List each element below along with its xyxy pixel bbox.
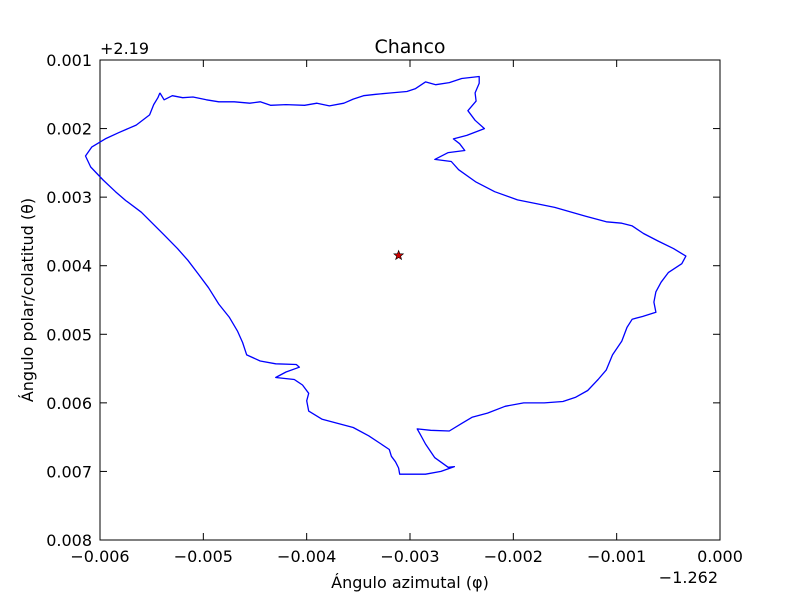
plot-frame [99,59,721,541]
y-tick-label: 0.002 [46,120,92,139]
centroid-star-marker [393,249,405,261]
x-tick-label: −0.003 [380,547,439,566]
x-axis-label: Ángulo azimutal (φ) [331,573,489,592]
x-tick-label: −0.005 [174,547,233,566]
y-tick-label: 0.003 [46,188,92,207]
x-offset-label: −1.262 [659,568,718,587]
x-tick-label: −0.004 [277,547,336,566]
y-axis-label: Ángulo polar/colatitud (θ) [18,198,37,402]
y-tick-label: 0.005 [46,325,92,344]
y-offset-label: +2.19 [100,39,149,58]
plot-series [84,75,687,475]
ticks: −0.006 −0.005 −0.004 −0.003 −0.002 −0.001 0.00… [46,51,743,566]
chart-title: Chanco [374,36,445,58]
x-tick-label: −0.002 [484,547,543,566]
y-tick-label: 0.004 [46,257,92,276]
y-tick-label: 0.007 [46,462,92,481]
y-tick-label: 0.006 [46,394,92,413]
boundary-line [84,75,687,475]
y-tick-label: 0.008 [46,531,92,550]
y-tick-label: 0.001 [46,51,92,70]
x-tick-label: 0.000 [697,547,743,566]
x-tick-label: −0.001 [587,547,646,566]
x-tick-label: −0.006 [70,547,129,566]
axes [99,59,721,541]
